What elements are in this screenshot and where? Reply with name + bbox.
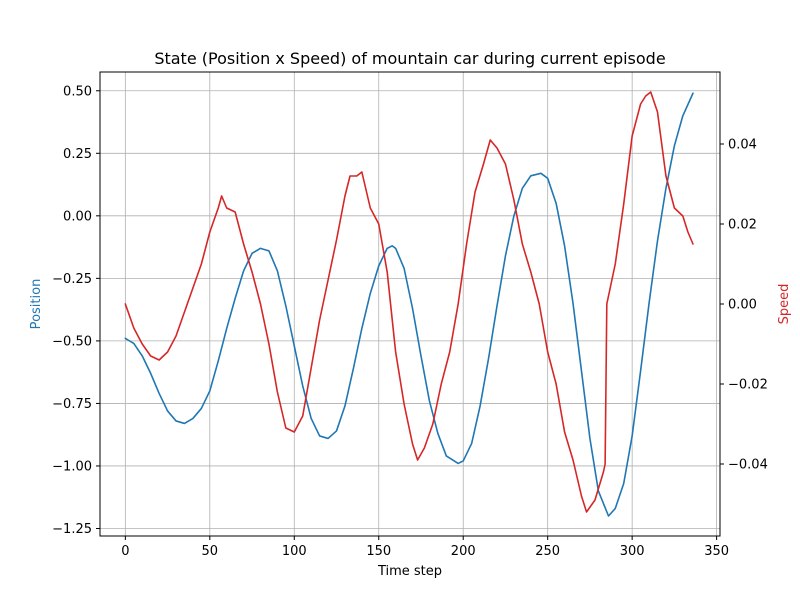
x-tick-label: 100 (282, 544, 307, 559)
x-tick-label: 250 (535, 544, 560, 559)
x-tick-label: 150 (366, 544, 391, 559)
x-tick-label: 350 (704, 544, 729, 559)
x-axis: 0 50 100 150 200 250 300 350 (121, 536, 729, 559)
y-axis-right-label: Speed (777, 284, 792, 325)
y-right-tick-label: −0.04 (728, 458, 768, 473)
y-left-tick-label: −0.25 (52, 272, 92, 287)
y-left-tick-label: −0.50 (52, 334, 92, 349)
y-right-tick-label: −0.02 (728, 378, 768, 393)
x-tick-label: 0 (121, 544, 129, 559)
x-tick-label: 300 (620, 544, 645, 559)
y-left-tick-label: −1.00 (52, 459, 92, 474)
y-left-tick-label: −0.75 (52, 397, 92, 412)
series-lines (124, 91, 694, 517)
y-left-tick-label: 0.25 (63, 147, 92, 162)
chart-title: State (Position x Speed) of mountain car… (154, 49, 665, 68)
x-tick-label: 200 (451, 544, 476, 559)
y-left-tick-label: −1.25 (52, 522, 92, 537)
y-axis-right: −0.04 −0.02 0.00 0.02 0.04 (720, 138, 768, 473)
position-series-line (124, 92, 694, 517)
y-left-tick-label: 0.50 (63, 84, 92, 99)
y-left-tick-label: 0.00 (63, 209, 92, 224)
x-tick-label: 50 (202, 544, 219, 559)
y-right-tick-label: 0.04 (728, 138, 757, 153)
y-right-tick-label: 0.02 (728, 218, 757, 233)
y-right-tick-label: 0.00 (728, 298, 757, 313)
y-axis-left-label: Position (29, 279, 44, 330)
y-axis-left: −1.25 −1.00 −0.75 −0.50 −0.25 0.00 0.25 0.50 (52, 84, 100, 537)
speed-series-line (124, 91, 694, 513)
x-axis-label: Time step (377, 564, 442, 579)
